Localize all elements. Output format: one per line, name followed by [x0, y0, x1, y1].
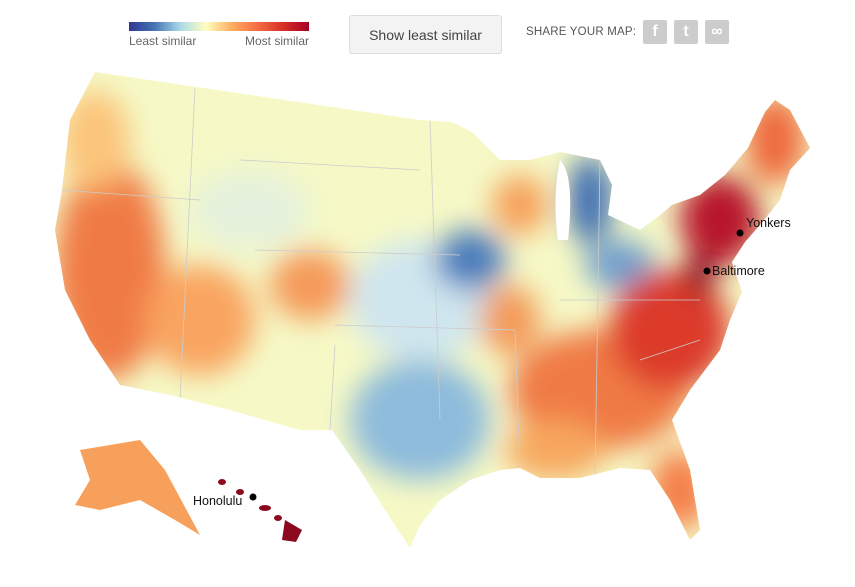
share-label: SHARE YOUR MAP:	[526, 26, 637, 38]
lake-michigan	[555, 160, 571, 240]
alaska	[75, 440, 200, 535]
city-label-honolulu: Honolulu	[193, 494, 243, 508]
facebook-icon[interactable]: f	[643, 20, 667, 44]
link-icon[interactable]: ∞	[705, 20, 729, 44]
hawaii	[218, 479, 302, 542]
yonkers-marker[interactable]	[736, 229, 744, 237]
contiguous-us	[55, 72, 810, 548]
legend-color-scale	[129, 22, 309, 31]
city-label-baltimore: Baltimore	[712, 264, 765, 278]
legend-max-label: Most similar	[244, 34, 309, 48]
baltimore-marker[interactable]	[703, 267, 711, 275]
twitter-icon[interactable]: t	[674, 20, 698, 44]
city-label-yonkers: Yonkers	[746, 216, 791, 230]
legend-min-label: Least similar	[129, 34, 197, 48]
color-legend: Least similar Most similar	[129, 22, 309, 48]
honolulu-marker[interactable]	[249, 493, 257, 501]
show-least-similar-button[interactable]: Show least similar	[349, 15, 502, 54]
